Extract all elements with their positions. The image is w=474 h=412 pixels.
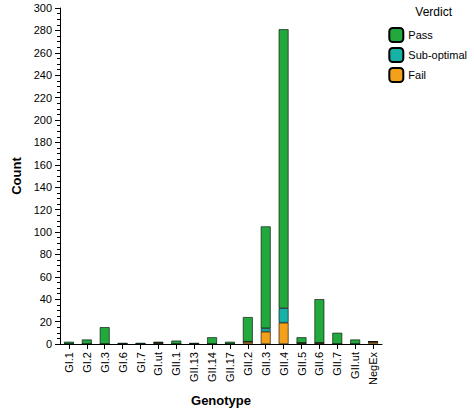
svg-text:GII.7: GII.7: [331, 352, 343, 376]
svg-text:260: 260: [34, 47, 52, 59]
svg-text:GII.2: GII.2: [242, 352, 254, 376]
svg-text:Count: Count: [9, 157, 24, 195]
svg-text:GII.14: GII.14: [206, 352, 218, 382]
svg-text:Fail: Fail: [408, 69, 426, 81]
svg-text:20: 20: [40, 316, 52, 328]
svg-text:40: 40: [40, 293, 52, 305]
svg-text:280: 280: [34, 24, 52, 36]
svg-text:220: 220: [34, 92, 52, 104]
svg-text:300: 300: [34, 2, 52, 14]
svg-text:GI.6: GI.6: [117, 352, 129, 373]
svg-text:GII.5: GII.5: [296, 352, 308, 376]
svg-text:GI.2: GI.2: [81, 352, 93, 373]
svg-text:60: 60: [40, 271, 52, 283]
svg-text:GII.6: GII.6: [313, 352, 325, 376]
svg-text:200: 200: [34, 114, 52, 126]
svg-text:100: 100: [34, 226, 52, 238]
svg-text:GI.1: GI.1: [63, 352, 75, 373]
svg-text:160: 160: [34, 159, 52, 171]
svg-text:GII.1: GII.1: [170, 352, 182, 376]
svg-text:GI.3: GI.3: [99, 352, 111, 373]
svg-text:GII.4: GII.4: [278, 352, 290, 376]
svg-text:GII.13: GII.13: [188, 352, 200, 382]
svg-text:GII.3: GII.3: [260, 352, 272, 376]
svg-text:GI.ut: GI.ut: [152, 352, 164, 376]
svg-text:Verdict: Verdict: [415, 5, 452, 19]
svg-text:80: 80: [40, 248, 52, 260]
svg-text:Genotype: Genotype: [191, 393, 251, 408]
svg-text:Sub-optimal: Sub-optimal: [408, 49, 467, 61]
svg-text:GII.ut: GII.ut: [349, 352, 361, 379]
svg-text:180: 180: [34, 136, 52, 148]
svg-text:0: 0: [46, 338, 52, 350]
svg-text:140: 140: [34, 181, 52, 193]
svg-text:240: 240: [34, 69, 52, 81]
svg-text:Pass: Pass: [408, 29, 433, 41]
svg-text:GII.17: GII.17: [224, 352, 236, 382]
svg-text:GI.7: GI.7: [135, 352, 147, 373]
svg-text:120: 120: [34, 204, 52, 216]
svg-text:NegEx: NegEx: [367, 352, 379, 386]
